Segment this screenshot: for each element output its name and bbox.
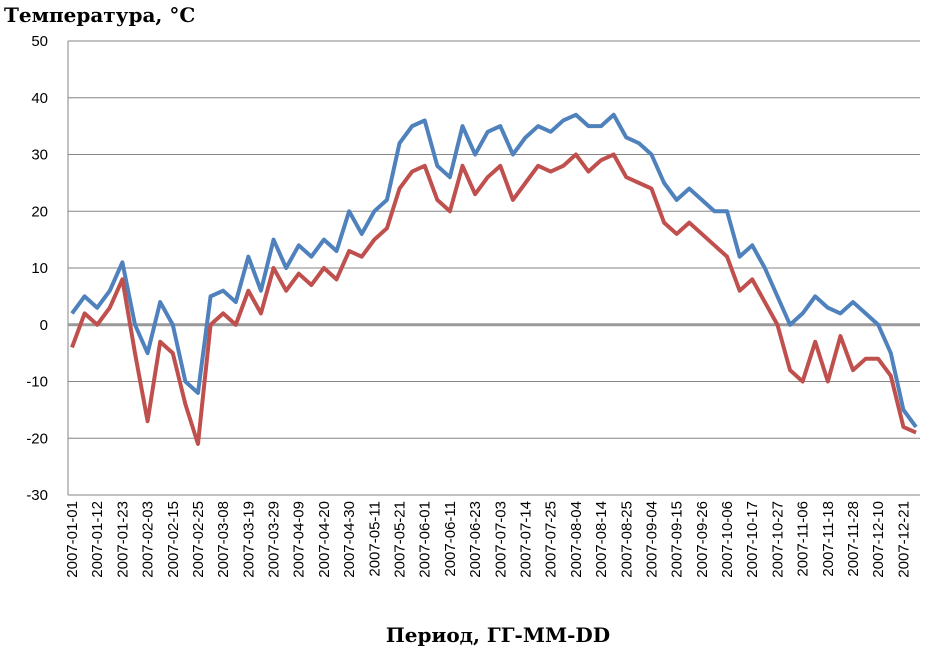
y-axis-title: Температура, °С xyxy=(4,3,195,27)
y-tick-label: -30 xyxy=(26,487,48,504)
x-tick-label: 2007-08-04 xyxy=(568,501,585,578)
x-tick-label: 2007-01-23 xyxy=(114,501,131,578)
y-tick-label: -10 xyxy=(26,374,48,391)
x-tick-label: 2007-09-26 xyxy=(694,501,711,578)
x-tick-label: 2007-10-06 xyxy=(719,501,736,578)
x-tick-label: 2007-08-25 xyxy=(618,501,635,578)
y-tick-label: 10 xyxy=(31,260,48,277)
x-axis-title: Период, ГГ-ММ-DD xyxy=(386,623,610,647)
y-tick-label: 0 xyxy=(40,317,48,334)
x-tick-label: 2007-06-23 xyxy=(467,501,484,578)
x-tick-label: 2007-03-19 xyxy=(240,501,257,578)
x-tick-label: 2007-04-30 xyxy=(341,501,358,578)
x-tick-label: 2007-04-09 xyxy=(291,501,308,578)
y-tick-label: 40 xyxy=(31,90,48,107)
series-line xyxy=(70,152,917,446)
x-tick-label: 2007-02-03 xyxy=(140,501,157,578)
x-tick-label: 2007-10-17 xyxy=(744,501,761,578)
x-tick-label: 2007-03-08 xyxy=(215,501,232,578)
x-tick-label: 2007-11-18 xyxy=(820,501,837,577)
x-tick-label: 2007-12-10 xyxy=(870,501,887,578)
y-tick-label: 20 xyxy=(31,203,48,220)
x-tick-label: 2007-05-11 xyxy=(366,501,383,577)
x-tick-label: 2007-09-04 xyxy=(643,501,660,578)
y-tick-label: -20 xyxy=(26,430,48,447)
x-tick-label: 2007-10-27 xyxy=(769,501,786,578)
x-tick-label: 2007-04-20 xyxy=(316,501,333,578)
x-tick-label: 2007-06-11 xyxy=(442,501,459,577)
x-tick-label: 2007-09-15 xyxy=(669,501,686,578)
x-tick-label: 2007-05-21 xyxy=(392,501,409,578)
x-tick-label: 2007-11-06 xyxy=(795,501,812,577)
x-tick-label: 2007-12-21 xyxy=(895,501,912,578)
y-tick-label: 30 xyxy=(31,147,48,164)
x-tick-label: 2007-02-15 xyxy=(165,501,182,578)
x-tick-label: 2007-07-14 xyxy=(517,501,534,578)
x-tick-label: 2007-07-03 xyxy=(492,501,509,578)
x-tick-label: 2007-02-25 xyxy=(190,501,207,578)
series-line xyxy=(70,112,918,429)
x-tick-label: 2007-07-25 xyxy=(543,501,560,578)
y-tick-label: 50 xyxy=(31,33,48,50)
x-tick-label: 2007-06-01 xyxy=(417,501,434,578)
x-tick-label: 2007-01-01 xyxy=(64,501,81,578)
x-tick-label: 2007-03-29 xyxy=(266,501,283,578)
x-tick-label: 2007-01-12 xyxy=(89,501,106,578)
x-tick-label: 2007-08-14 xyxy=(593,501,610,578)
x-tick-label: 2007-11-28 xyxy=(845,501,862,577)
